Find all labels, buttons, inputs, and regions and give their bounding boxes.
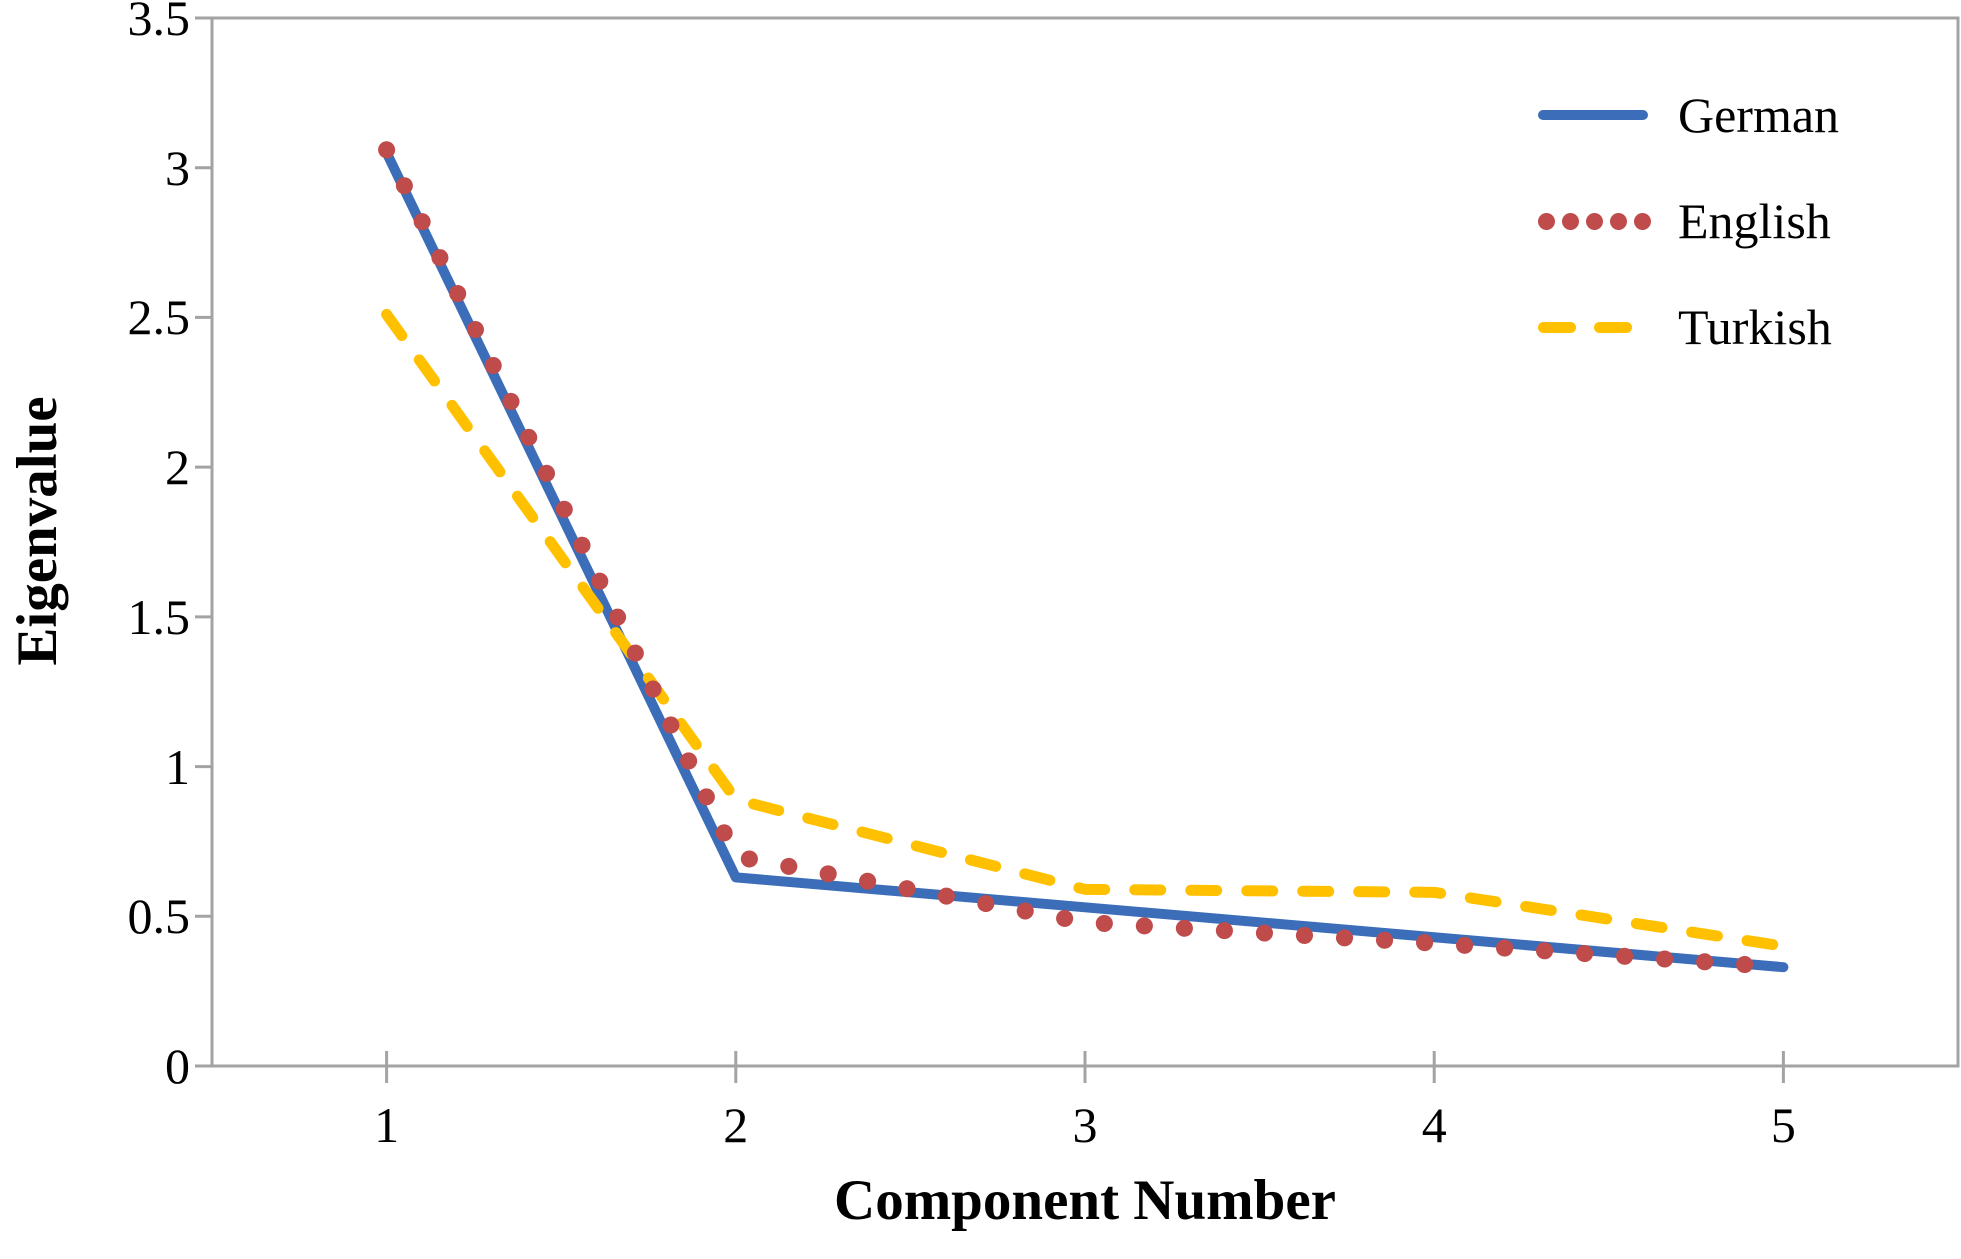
turkish-dashed-swatch [1538, 321, 1650, 333]
y-tick-label: 3 [165, 139, 190, 196]
legend-label-turkish: Turkish [1678, 299, 1832, 355]
y-tick-label: 0 [165, 1038, 190, 1094]
y-tick-label: 2 [165, 439, 190, 496]
series-line-english [378, 141, 1792, 976]
legend-entry-german: German [1538, 90, 1839, 140]
series-line-turkish [381, 308, 1789, 952]
german-line-swatch [1538, 110, 1650, 120]
legend-entry-english: English [1538, 196, 1839, 246]
y-tick-label: 1.5 [127, 588, 191, 645]
x-tick-label: 3 [1072, 1097, 1098, 1153]
x-tick-label: 5 [1770, 1097, 1796, 1153]
legend-label-german: German [1678, 87, 1840, 143]
y-tick-label: 3.5 [127, 0, 191, 46]
legend: German English Turkish [1538, 90, 1839, 408]
y-tick-label: 0.5 [127, 888, 191, 945]
legend-entry-turkish: Turkish [1538, 302, 1839, 352]
x-tick-label: 2 [723, 1097, 749, 1153]
legend-label-english: English [1678, 193, 1831, 249]
x-tick-label: 4 [1421, 1097, 1447, 1153]
y-tick-label: 1 [165, 738, 190, 795]
y-tick-label: 2.5 [127, 289, 191, 346]
x-tick-label: 1 [374, 1097, 400, 1153]
x-axis-title: Component Number [834, 1169, 1336, 1232]
english-dotted-swatch [1538, 212, 1651, 230]
